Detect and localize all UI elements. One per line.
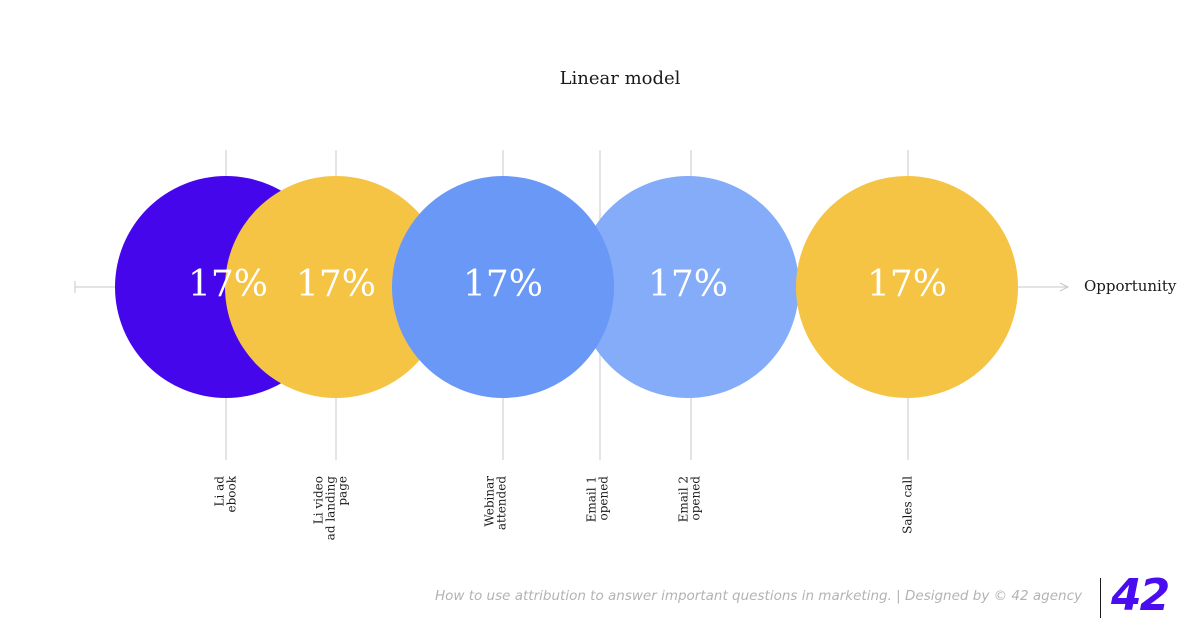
footer-divider [1100, 578, 1101, 618]
footer-credit: How to use attribution to answer importa… [434, 588, 1082, 604]
touchpoint-circle [392, 176, 614, 398]
touchpoint-share: 17% [648, 264, 728, 305]
touchpoint-label: Sales call [901, 476, 915, 534]
touchpoint-share: 17% [463, 264, 543, 305]
touchpoint-label-line: ad landing [324, 476, 338, 541]
touchpoint-circle [225, 176, 447, 398]
touchpoint-label-line: attended [495, 476, 509, 530]
touchpoint-label-line: ebook [225, 475, 239, 512]
diagram-title: Linear model [559, 68, 681, 89]
touchpoint-label-line: Li video [312, 476, 326, 524]
touchpoint-label-line: opened [597, 476, 611, 521]
touchpoint-share: 17% [296, 264, 376, 305]
touchpoint-label-line: Webinar [483, 476, 497, 527]
touchpoint-label-line: Email 2 [677, 476, 691, 522]
timeline-arrowhead [1059, 282, 1070, 292]
touchpoint-share: 17% [188, 264, 268, 305]
touchpoint-label-line: Sales call [901, 476, 915, 534]
touchpoint-label-line: Email 1 [585, 476, 599, 522]
touchpoint-share: 17% [867, 264, 947, 305]
touchpoint-label-line: page [336, 476, 350, 506]
agency-logo: 42 [1111, 570, 1170, 621]
touchpoint-circle [577, 176, 799, 398]
endpoint-label: Opportunity [1084, 277, 1177, 295]
touchpoint-circle [796, 176, 1018, 398]
touchpoint-label-line: opened [689, 476, 703, 521]
touchpoint-label-line: Li ad [213, 476, 227, 507]
